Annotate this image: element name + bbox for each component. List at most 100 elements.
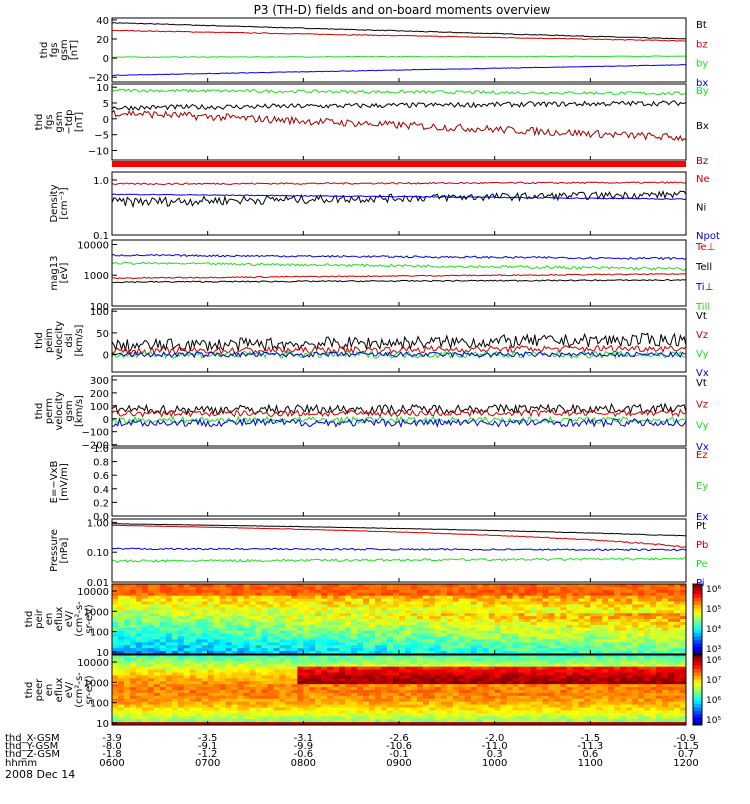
spectrogram-cell [530,633,538,637]
spectrogram-cell [596,684,603,688]
spectrogram-cell [267,584,274,588]
spectrogram-cell [112,704,119,708]
spectrogram-cell [626,630,633,635]
spectrogram-cell [548,636,555,640]
spectrogram-cell [129,698,137,703]
spectrogram-cell [201,616,209,620]
spectrogram-cell [458,639,466,643]
spectrogram-cell [339,651,346,655]
spectrogram-cell [195,713,203,717]
legend-label: Vz [696,330,708,341]
spectrogram-cell [584,684,591,688]
spectrogram-cell [524,607,532,611]
spectrogram-cell [446,595,454,600]
spectrogram-cell [512,651,520,655]
spectrogram-cell [249,660,256,665]
spectrogram-cell [159,698,167,703]
spectrogram-cell [428,692,436,697]
spectrogram-cell [207,645,215,649]
spectrogram-cell [572,595,579,600]
spectrogram-cell [422,621,430,626]
spectrogram-cell [297,675,304,679]
spectrogram-cell [638,678,645,682]
spectrogram-cell [524,672,532,676]
spectrogram-cell [381,592,388,597]
spectrogram-cell [225,601,233,605]
spectrogram-cell [357,687,364,691]
spectrogram-cell [291,598,298,602]
spectrogram-cell [650,719,657,723]
spectrogram-cell [626,589,633,594]
ephemeris-value: -10.6 [386,741,412,752]
spectrogram-cell [285,687,292,691]
spectrogram-cell [680,675,687,679]
spectrogram-cell [381,624,388,629]
spectrogram-cell [476,657,484,662]
spectrogram-cell [123,690,131,694]
spectrogram-cell [524,663,532,668]
spectrogram-cell [656,716,663,720]
spectrogram-cell [273,663,280,668]
spectrogram-cell [542,701,549,706]
spectrogram-cell [183,610,191,614]
spectrogram-cell [333,610,340,614]
spectrogram-cell [159,645,167,649]
spectrogram-cell [207,719,215,723]
spectrogram-cell [650,645,657,649]
spectrogram-cell [644,669,651,673]
spectrogram-cell [129,690,137,694]
spectrogram-cell [578,592,585,597]
spectrogram-cell [165,610,173,614]
spectrogram-cell [572,695,579,700]
spectrogram-cell [273,719,280,723]
spectrogram-cell [201,678,209,682]
spectrogram-cell [261,684,268,688]
spectrogram-cell [614,651,621,655]
spectrogram-cell [410,586,418,591]
spectrogram-cell [375,698,382,703]
spectrogram-cell [225,657,233,662]
spectrogram-cell [674,678,681,682]
spectrogram-cell [261,636,268,640]
spectrogram-cell [225,642,233,646]
spectrogram-cell [201,675,209,679]
spectrogram-cell [422,663,430,668]
spectrogram-cell [141,630,149,635]
spectrogram-cell [488,698,496,703]
spectrogram-cell [147,607,155,611]
spectrogram-cell [428,690,436,694]
spectrogram-cell [590,692,597,697]
spectrogram-cell [207,648,215,652]
spectrogram-cell [524,719,532,723]
spectrogram-cell [668,669,675,673]
spectrogram-cell [399,589,406,594]
spectrogram-cell [662,666,669,671]
colorbar-segment [693,665,702,670]
spectrogram-cell [680,621,687,626]
spectrogram-cell [165,598,173,602]
spectrogram-cell [458,669,466,673]
spectrogram-cell [231,636,239,640]
spectrogram-cell [345,657,352,662]
spectrogram-cell [297,701,304,706]
spectrogram-cell [602,645,609,649]
spectrogram-cell [381,707,388,711]
spectrogram-cell [291,645,298,649]
spectrogram-cell [231,624,239,629]
spectrogram-cell [112,675,119,679]
spectrogram-cell [333,621,340,626]
spectrogram-cell [129,586,137,591]
spectrogram-cell [416,657,424,662]
spectrogram-cell [207,621,215,626]
spectrogram-cell [213,663,221,668]
spectrogram-cell [548,707,555,711]
spectrogram-cell [135,613,143,617]
spectrogram-cell [219,701,227,706]
spectrogram-cell [530,589,538,594]
spectrogram-cell [500,675,508,679]
spectrogram-cell [512,595,520,600]
spectrogram-cell [339,584,346,588]
y-axis-label: gsm [59,39,70,60]
spectrogram-cell [626,604,633,608]
spectrogram-cell [680,707,687,711]
